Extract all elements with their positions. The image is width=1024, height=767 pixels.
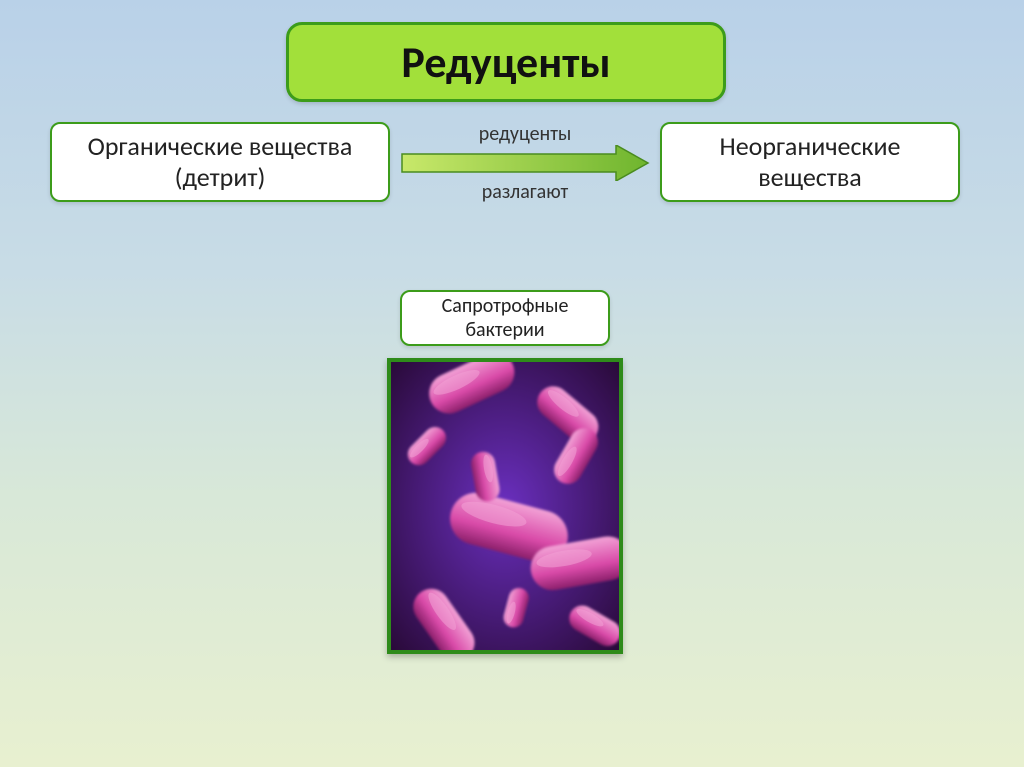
left-line2: (детрит) (175, 161, 266, 193)
right-node: Неорганические вещества (660, 122, 960, 202)
caption-line1: Сапротрофные (442, 294, 569, 318)
arrow-icon (400, 145, 650, 181)
right-node-text: Неорганические вещества (720, 131, 901, 193)
title-text: Редуценты (401, 35, 610, 89)
arrow-bottom-label: разлагают (482, 181, 568, 203)
caption-box: Сапротрофные бактерии (400, 290, 610, 346)
arrow-top-label: редуценты (479, 123, 572, 145)
bacteria-illustration (391, 362, 619, 650)
right-line2: вещества (758, 161, 862, 193)
left-node-text: Органические вещества (детрит) (88, 131, 353, 193)
arrow-group: редуценты разлагают (400, 118, 650, 208)
left-line1: Органические вещества (88, 130, 353, 162)
bacteria-image (387, 358, 623, 654)
caption-text: Сапротрофные бактерии (442, 294, 569, 342)
title-box: Редуценты (286, 22, 726, 102)
left-node: Органические вещества (детрит) (50, 122, 390, 202)
right-line1: Неорганические (720, 130, 901, 162)
caption-line2: бактерии (465, 318, 544, 342)
